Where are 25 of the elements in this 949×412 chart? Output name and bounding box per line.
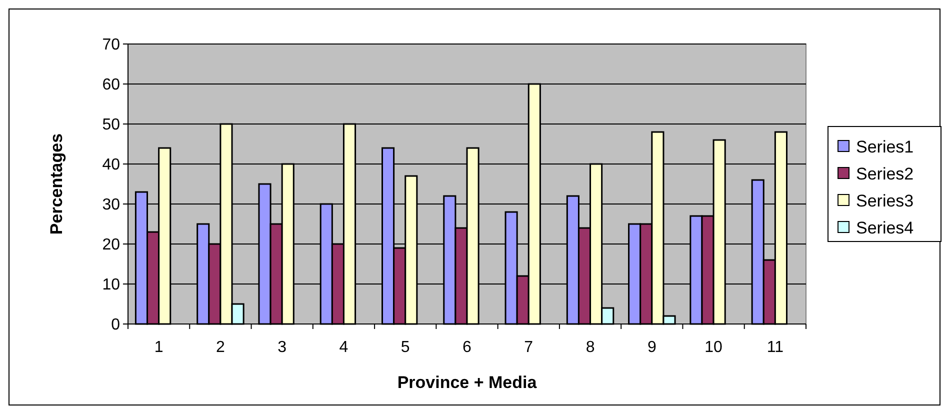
y-tick-label: 20 bbox=[102, 236, 120, 254]
y-tick-label: 40 bbox=[102, 156, 120, 174]
legend-label: Series1 bbox=[856, 137, 914, 156]
y-tick-label: 50 bbox=[102, 116, 120, 134]
x-tick-label: 7 bbox=[524, 339, 534, 356]
x-tick-label: 3 bbox=[278, 339, 287, 356]
x-tick-label: 10 bbox=[704, 339, 723, 356]
y-tick-label: 0 bbox=[111, 316, 120, 334]
y-axis-title: Percentages bbox=[47, 133, 66, 235]
x-tick-label: 5 bbox=[400, 339, 410, 356]
x-axis-title: Province + Media bbox=[397, 373, 538, 392]
legend-label: Series2 bbox=[856, 164, 914, 184]
x-tick-label: 4 bbox=[339, 339, 348, 356]
y-tick-label: 10 bbox=[102, 276, 120, 294]
y-tick-label: 70 bbox=[102, 36, 120, 54]
x-tick-label: 8 bbox=[586, 339, 595, 356]
x-tick-label: 2 bbox=[216, 339, 225, 356]
x-tick-label: 9 bbox=[647, 339, 656, 356]
x-tick-label: 6 bbox=[462, 339, 472, 356]
x-tick-label: 1 bbox=[154, 339, 164, 356]
legend-label: Series3 bbox=[856, 191, 914, 210]
y-tick-label: 30 bbox=[102, 196, 120, 214]
x-tick-label: 11 bbox=[766, 339, 784, 356]
y-tick-label: 60 bbox=[102, 76, 120, 94]
legend-label: Series4 bbox=[856, 218, 914, 238]
